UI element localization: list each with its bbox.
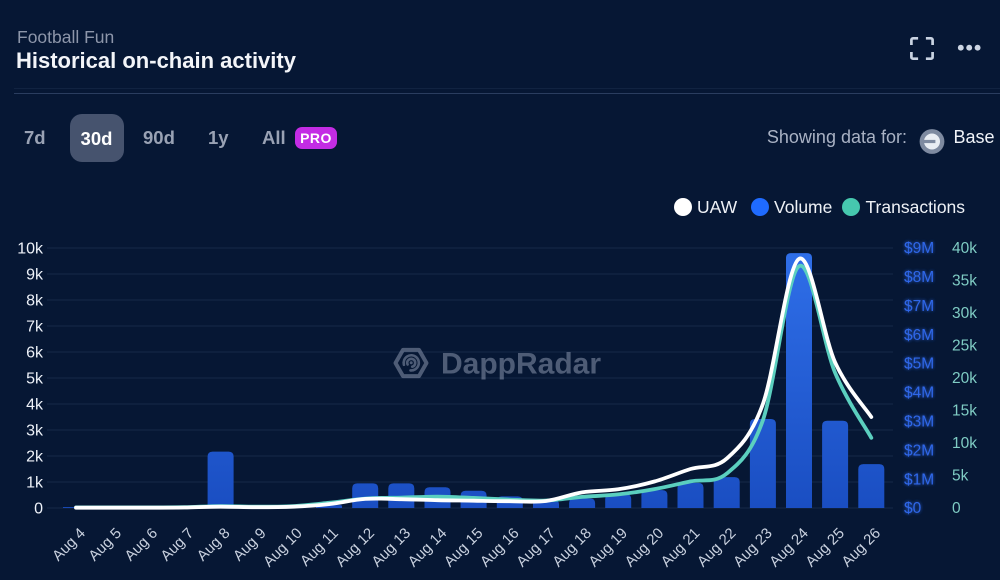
svg-text:5k: 5k [26,371,44,388]
svg-text:1k: 1k [26,475,44,492]
svg-text:Aug 7: Aug 7 [157,525,197,565]
svg-text:Aug 13: Aug 13 [368,525,414,571]
svg-text:$5M: $5M [904,356,934,373]
svg-text:6k: 6k [26,345,44,362]
svg-text:$9M: $9M [904,240,934,257]
svg-text:5k: 5k [952,468,969,485]
svg-text:Aug 24: Aug 24 [766,525,812,571]
svg-text:$9M: $9M [904,240,934,257]
svg-text:$8M: $8M [904,269,934,286]
svg-text:$2M: $2M [904,442,934,459]
svg-text:25k: 25k [952,338,977,355]
svg-text:Aug 20: Aug 20 [622,525,668,571]
svg-text:8k: 8k [26,293,44,310]
svg-text:Aug 8: Aug 8 [194,525,234,565]
svg-text:0: 0 [34,501,43,518]
svg-text:$0: $0 [904,500,922,517]
svg-text:$7M: $7M [904,298,934,315]
svg-text:Aug 26: Aug 26 [838,525,884,571]
svg-text:DappRadar: DappRadar [441,348,601,381]
svg-text:3k: 3k [26,423,44,440]
svg-text:Aug 11: Aug 11 [297,525,342,570]
svg-text:$1M: $1M [904,471,934,488]
svg-text:10k: 10k [17,241,44,258]
svg-text:15k: 15k [952,403,977,420]
svg-text:$4M: $4M [904,385,934,402]
svg-text:Aug 18: Aug 18 [549,525,595,571]
svg-text:Aug 5: Aug 5 [85,525,125,565]
svg-text:Aug 19: Aug 19 [585,525,631,571]
svg-text:Aug 23: Aug 23 [730,525,776,571]
svg-text:30k: 30k [952,305,977,322]
svg-text:10k: 10k [952,435,977,452]
svg-text:Aug 21: Aug 21 [658,525,704,571]
svg-text:Aug 25: Aug 25 [802,525,848,571]
svg-text:Aug 15: Aug 15 [441,525,487,571]
svg-text:9k: 9k [26,267,44,284]
svg-text:Aug 4: Aug 4 [49,525,89,565]
svg-text:$7M: $7M [904,298,934,315]
svg-text:$3M: $3M [904,414,934,431]
svg-text:4k: 4k [26,397,44,414]
svg-text:7k: 7k [26,319,44,336]
svg-text:Aug 16: Aug 16 [477,525,523,571]
svg-text:Aug 12: Aug 12 [332,525,378,571]
svg-text:20k: 20k [952,370,977,387]
svg-text:2k: 2k [26,449,44,466]
svg-text:$2M: $2M [904,442,934,459]
svg-text:$4M: $4M [904,385,934,402]
svg-text:$3M: $3M [904,414,934,431]
svg-text:Aug 22: Aug 22 [694,525,740,571]
svg-text:$5M: $5M [904,356,934,373]
svg-text:Aug 6: Aug 6 [121,525,161,565]
svg-text:$8M: $8M [904,269,934,286]
svg-text:$6M: $6M [904,327,934,344]
svg-text:40k: 40k [952,240,977,257]
svg-text:Aug 10: Aug 10 [260,525,306,571]
svg-text:0: 0 [952,500,961,517]
svg-text:35k: 35k [952,273,977,290]
svg-text:$1M: $1M [904,471,934,488]
svg-text:$6M: $6M [904,327,934,344]
svg-text:Aug 17: Aug 17 [513,525,559,571]
svg-text:$0: $0 [904,500,922,517]
svg-text:Aug 14: Aug 14 [405,525,451,571]
